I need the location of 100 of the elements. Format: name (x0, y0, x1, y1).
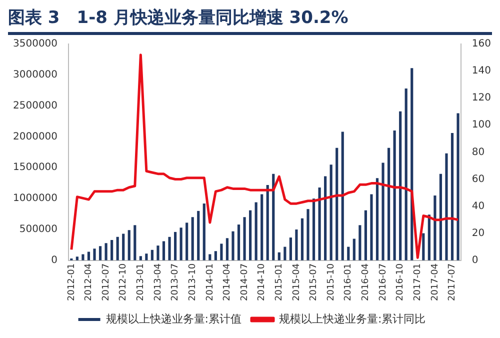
x-tick-label: 2013-04 (153, 263, 164, 302)
bar (134, 225, 136, 260)
bar (456, 113, 460, 260)
bar (150, 250, 154, 260)
bar (156, 246, 160, 260)
bar (358, 225, 362, 260)
x-tick-label: 2017-07 (448, 263, 458, 302)
bar (180, 228, 182, 260)
bar (93, 248, 96, 260)
bar (312, 198, 316, 260)
bar (98, 246, 102, 260)
bar (399, 111, 402, 260)
x-tick-label: 2013-10 (188, 263, 198, 302)
bar (116, 236, 119, 260)
bar (393, 130, 396, 260)
bar (404, 88, 408, 260)
y-tick-label: 500000 (19, 224, 58, 236)
bar (232, 231, 234, 260)
y2-tick-label: 140 (472, 66, 492, 77)
x-tick-label: 2014-01 (205, 263, 216, 302)
bar (110, 240, 114, 260)
bar (382, 162, 384, 260)
bar (214, 251, 217, 260)
bar (450, 133, 454, 260)
bar (341, 132, 344, 260)
y2-tick-label: 40 (472, 200, 485, 212)
bar (145, 254, 148, 260)
bar (226, 238, 229, 260)
bar (278, 252, 280, 260)
y2-tick-label: 60 (472, 174, 485, 185)
y-tick-label: 1000000 (12, 193, 58, 204)
bar (249, 210, 252, 260)
legend-label: 规模以上快递业务量:累计值 (106, 312, 242, 326)
bar (162, 241, 166, 260)
x-tick-label: 2016-01 (344, 263, 354, 302)
bar (254, 202, 258, 260)
x-tick-label: 2015-10 (326, 263, 336, 302)
bar (300, 218, 304, 260)
bar (352, 238, 356, 260)
bar (387, 148, 390, 260)
bar (202, 204, 206, 260)
x-tick-label: 2012-10 (118, 263, 129, 302)
bar (243, 217, 246, 260)
x-tick-label: 2014-07 (240, 263, 250, 302)
bar (197, 210, 200, 260)
bar (128, 230, 130, 260)
bar (272, 174, 275, 260)
bar (376, 178, 379, 260)
x-tick-label: 2013-07 (170, 263, 181, 302)
bar (260, 194, 264, 260)
bar (87, 252, 90, 260)
y-tick-label: 2500000 (12, 100, 58, 112)
y-tick-label: 1500000 (12, 162, 58, 174)
bar (324, 176, 327, 260)
bar (76, 256, 78, 260)
bar (330, 164, 332, 260)
bar (186, 222, 188, 260)
x-tick-label: 2017-04 (430, 263, 440, 302)
x-tick-label: 2014-10 (257, 263, 268, 302)
x-tick-label: 2015-01 (274, 263, 284, 302)
bar (122, 234, 125, 260)
bar (306, 209, 310, 260)
x-tick-label: 2016-07 (378, 263, 388, 302)
y2-tick-label: 100 (472, 120, 492, 131)
chart-title: 图表 3 1-8 月快递业务量同比增速 30.2% (8, 6, 492, 35)
x-tick-label: 2012-01 (66, 263, 77, 302)
y2-tick-label: 0 (472, 254, 478, 266)
y-tick-label: 0 (51, 254, 58, 266)
bar (266, 184, 269, 260)
bar (439, 174, 442, 260)
bar (445, 153, 448, 260)
x-tick-label: 2012-07 (101, 263, 112, 302)
x-tick-label: 2016-10 (396, 263, 406, 302)
bar (336, 148, 338, 260)
x-tick-label: 2013-01 (136, 263, 146, 302)
y-tick-label: 2000000 (12, 131, 58, 142)
bar (295, 229, 298, 260)
bar (220, 244, 223, 260)
y2-tick-label: 80 (472, 146, 485, 158)
bar (237, 224, 240, 260)
legend-label: 规模以上快递业务量:累计同比 (279, 312, 426, 326)
bar (168, 236, 171, 260)
bar (428, 214, 430, 260)
y2-tick-label: 160 (472, 38, 492, 50)
y2-tick-label: 120 (472, 92, 492, 104)
bar (208, 254, 212, 260)
y2-tick-label: 20 (472, 228, 485, 239)
bar (191, 217, 194, 260)
bar (174, 232, 177, 260)
x-tick-label: 2012-04 (84, 263, 94, 302)
bar (289, 238, 292, 260)
bar (318, 187, 321, 260)
bar (370, 194, 373, 260)
y-tick-label: 3000000 (12, 70, 58, 81)
bar (434, 195, 436, 260)
x-tick-label: 2017-01 (412, 263, 423, 302)
x-tick-label: 2015-04 (292, 263, 302, 302)
x-tick-label: 2014-04 (222, 263, 233, 302)
y-tick-label: 3500000 (12, 38, 58, 50)
bar (284, 246, 286, 260)
